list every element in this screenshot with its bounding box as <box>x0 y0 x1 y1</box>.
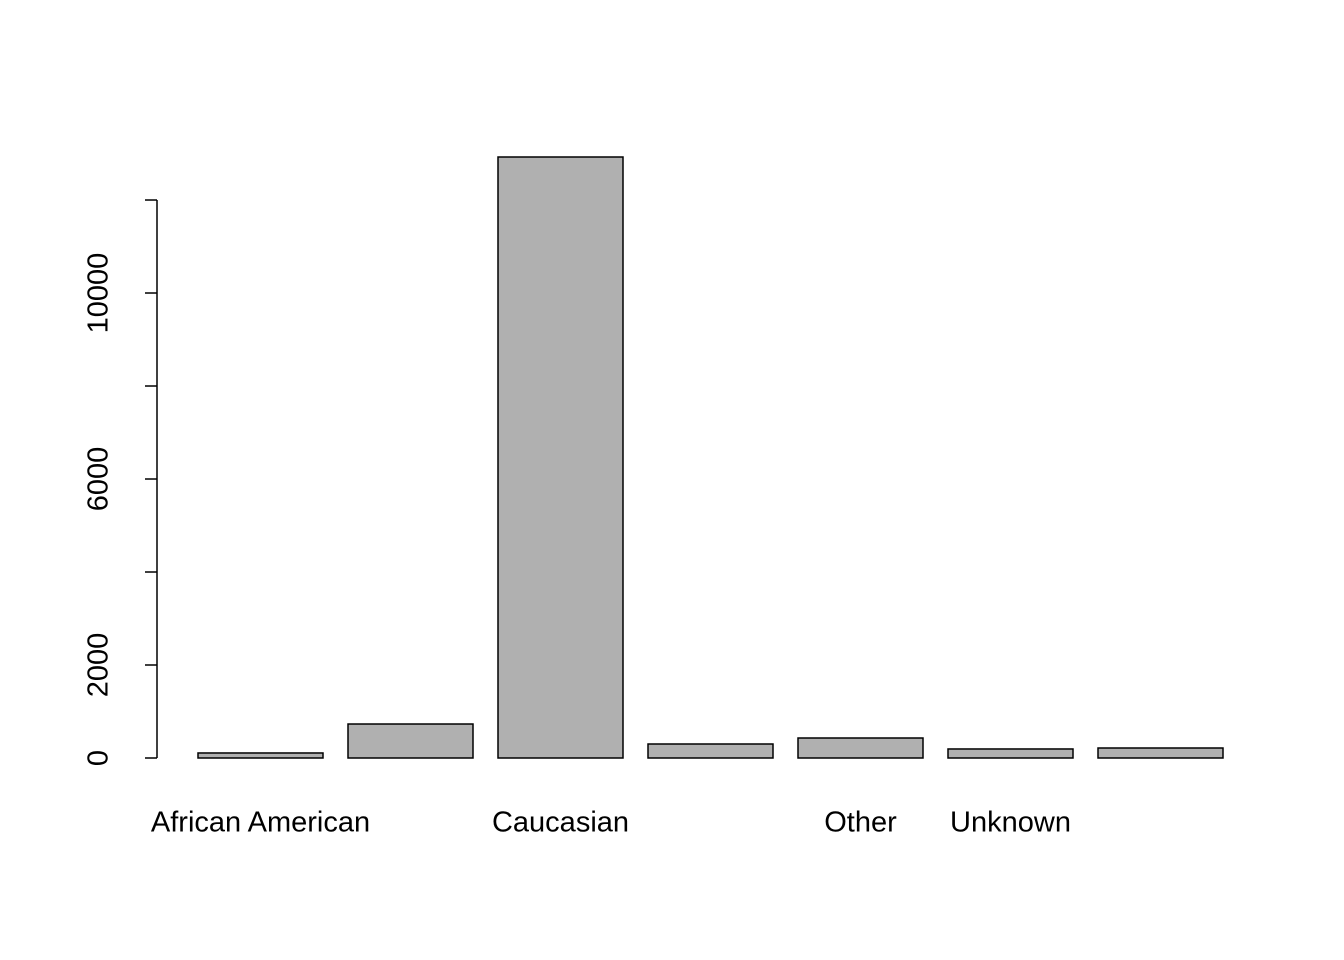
x-tick-label: African American <box>151 807 370 839</box>
y-tick-label: 6000 <box>83 447 115 512</box>
y-tick-label: 2000 <box>83 633 115 698</box>
bar <box>947 748 1074 759</box>
x-tick-label: Unknown <box>950 807 1071 839</box>
bar <box>797 737 924 759</box>
bar <box>647 743 774 759</box>
y-tick-label: 10000 <box>83 253 115 334</box>
x-tick-label: Caucasian <box>492 807 629 839</box>
bar <box>197 752 324 759</box>
bar <box>347 723 474 759</box>
y-tick-label: 0 <box>83 750 115 766</box>
bar <box>1097 747 1224 759</box>
x-tick-label: Other <box>824 807 897 839</box>
bar <box>497 156 624 759</box>
